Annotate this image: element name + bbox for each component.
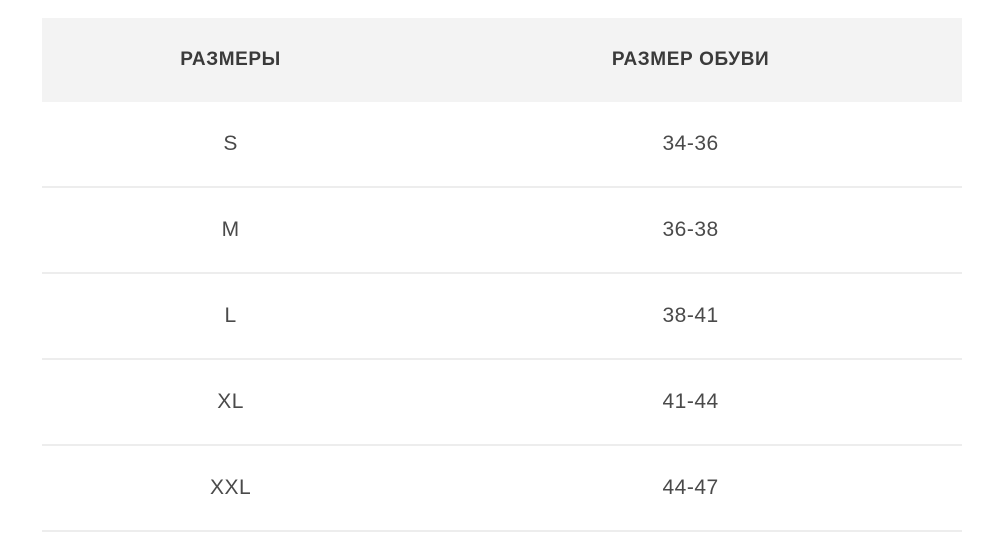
table-row: S 34-36 xyxy=(42,102,962,188)
cell-size: XL xyxy=(217,390,244,413)
cell-size: L xyxy=(224,304,237,327)
cell-shoe-size: 38-41 xyxy=(662,304,719,327)
cell-size: M xyxy=(221,218,240,241)
cell-shoe-size: 44-47 xyxy=(662,476,719,499)
header-cell-shoe-size: РАЗМЕР ОБУВИ xyxy=(611,49,770,70)
cell-shoe-size: 34-36 xyxy=(662,132,719,155)
size-chart-table: РАЗМЕРЫ РАЗМЕР ОБУВИ S 34-36 M 36-38 L 3… xyxy=(42,18,962,532)
cell-size: S xyxy=(223,132,238,155)
header-cell-sizes: РАЗМЕРЫ xyxy=(180,49,281,70)
cell-shoe-size: 36-38 xyxy=(662,218,719,241)
table-header-row: РАЗМЕРЫ РАЗМЕР ОБУВИ xyxy=(42,18,962,102)
table-row: L 38-41 xyxy=(42,274,962,360)
cell-shoe-size: 41-44 xyxy=(662,390,719,413)
table-row: M 36-38 xyxy=(42,188,962,274)
table-row: XXL 44-47 xyxy=(42,446,962,532)
table-row: XL 41-44 xyxy=(42,360,962,446)
cell-size: XXL xyxy=(209,476,252,499)
